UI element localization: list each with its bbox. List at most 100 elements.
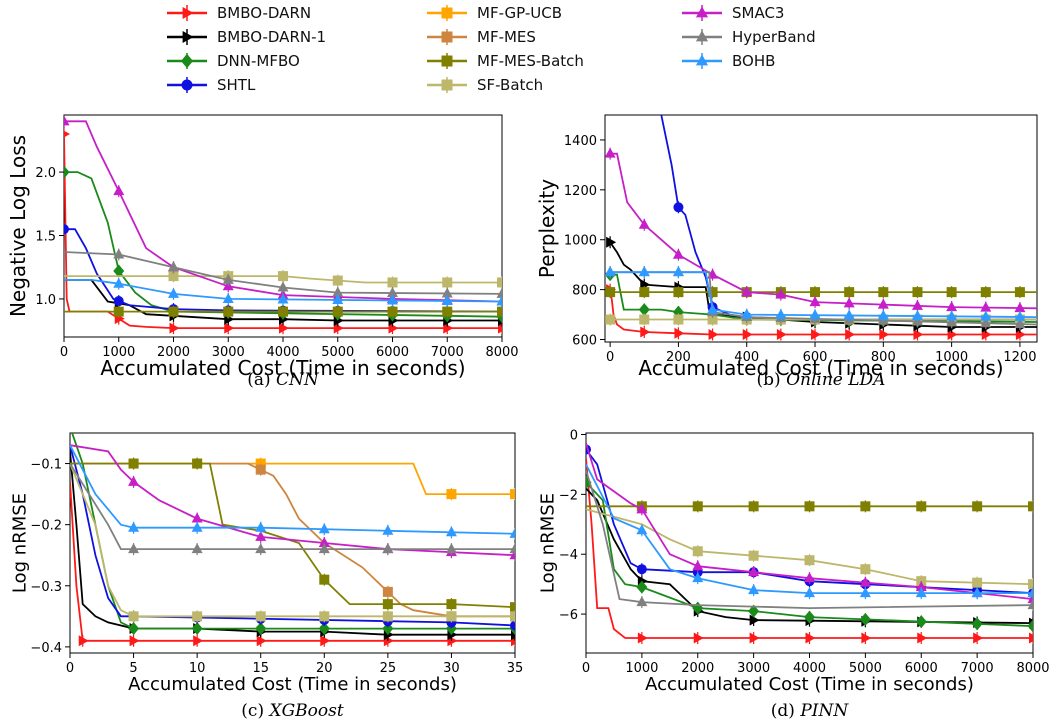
data-point-bmbo-darn [129,635,140,647]
y-axis-label: Negative Log Loss [6,135,30,317]
x-axis-label: Accumulated Cost (Time in seconds) [128,674,457,695]
legend-label: SHTL [217,76,256,94]
x-tick-label: 8000 [485,345,518,360]
data-point-sf-batch [1028,579,1033,590]
data-point-smac3 [672,248,684,259]
data-point-smac3 [191,512,203,523]
data-point-mf-mes-batch [382,599,393,610]
data-point-mf-mes [382,586,393,597]
data-point-smac3 [859,576,871,587]
data-point-bohb [804,587,815,598]
data-point-sf-batch [804,555,815,566]
plot-frame [69,432,516,654]
data-point-bmbo-darn [640,326,651,338]
y-tick-label: 600 [572,334,597,349]
data-point-smac3 [877,298,889,309]
data-point-hyperband [255,543,267,554]
data-point-mf-mes-batch [844,287,855,298]
data-point-bohb [915,587,927,598]
legend-label: BMBO-DARN [217,4,312,22]
data-point-bmbo-darn [443,322,454,334]
legend-swatch-shtl [167,77,207,93]
series-line-bohb [586,463,1033,594]
data-point-hyperband [445,543,457,554]
series-line-bmbo-darn [70,481,515,642]
legend-marker-square [441,7,453,19]
data-point-bohb [113,277,125,288]
data-point-bmbo-darn [879,329,890,341]
data-point-hyperband [509,543,515,554]
data-point-dnn-mfbo [915,615,927,629]
chart-xgboost: 0 5 10 15 20 25 30 35 −0.1 −0.2 −0.3 −0.4 Accumulate… [10,432,524,721]
legend-item-mf-gp-ucb: MF-GP-UCB [425,2,562,24]
data-point-bohb [1027,587,1033,598]
x-tick-label: 4000 [793,661,826,676]
data-point-mf-mes-batch [278,306,288,317]
data-point-bohb [605,266,616,277]
legend-label: MF-GP-UCB [477,4,563,22]
legend-swatch-mf-gp-ucb [427,5,467,21]
chart-caption: (d) PINN [771,701,850,721]
data-point-hyperband [332,286,344,297]
data-point-smac3 [638,218,650,229]
legend-label: SF-Batch [477,76,544,94]
data-point-smac3 [255,530,267,541]
series-line-shtl [64,228,502,313]
data-point-shtl [636,564,647,575]
data-point-bmbo-darn [845,329,856,341]
chart-caption: (b) Online LDA [757,370,886,390]
legend-item-shtl: SHTL [165,74,255,96]
data-point-bohb [946,310,958,321]
y-tick-label: −2 [559,488,578,503]
data-point-hyperband [387,287,398,298]
data-point-mf-mes-batch [707,287,718,298]
legend-marker-diamond [180,53,194,69]
y-tick-label: −0.3 [30,580,62,595]
chart-cnn: 0 1000 2000 3000 4000 5000 6000 7000 8000 1.0 1.5 2… [6,114,519,390]
x-tick-label: 5000 [849,661,882,676]
data-point-bmbo-darn [708,329,719,341]
y-tick-label: 1.0 [35,293,56,308]
data-point-bohb [441,294,453,305]
data-point-hyperband [277,281,289,292]
series-line-shtl [70,444,515,627]
legend-item-bmbo-darn-1: BMBO-DARN-1 [165,26,326,48]
data-point-shtl [64,224,69,235]
data-point-hyperband [1027,599,1033,610]
data-point-bohb [809,309,821,320]
x-tick-label: 5000 [321,345,354,360]
x-tick-label: 7000 [961,661,994,676]
data-point-mf-mes-batch [692,501,703,512]
x-tick-label: 25 [380,661,397,676]
data-point-smac3 [64,115,70,126]
data-point-smac3 [318,537,330,547]
data-point-dnn-mfbo [971,617,983,631]
series-line-bmbo-darn [609,289,1037,336]
data-point-sf-batch [446,611,457,622]
data-point-smac3 [775,288,787,299]
data-point-mf-mes-batch [673,287,684,298]
x-tick-label: 10 [189,661,206,676]
y-tick-label: 1400 [564,134,597,149]
data-point-bohb [318,523,330,534]
data-point-mf-mes-batch [442,306,453,317]
data-point-bohb [496,295,502,306]
x-tick-label: 5 [129,661,137,676]
data-point-bmbo-darn [776,329,787,341]
legend-item-mf-mes-batch: MF-MES-Batch [425,50,584,72]
x-tick-label: 35 [507,661,524,676]
data-point-sf-batch [748,550,759,561]
data-point-smac3 [980,301,992,312]
x-tick-label: 0 [60,345,68,360]
data-point-mf-mes-batch [748,501,759,512]
data-point-mf-mes-batch [128,458,139,469]
x-tick-label: 15 [252,661,269,676]
data-point-mf-mes-batch [639,287,650,298]
series-line-bmbo-darn-1 [64,278,502,322]
legend-swatch-dnn-mfbo [167,53,207,69]
legend-marker-tri-up [695,54,709,66]
data-point-mf-mes-batch [878,287,889,298]
data-point-mf-gp-ucb [510,489,515,500]
data-point-dnn-mfbo [1027,619,1033,633]
